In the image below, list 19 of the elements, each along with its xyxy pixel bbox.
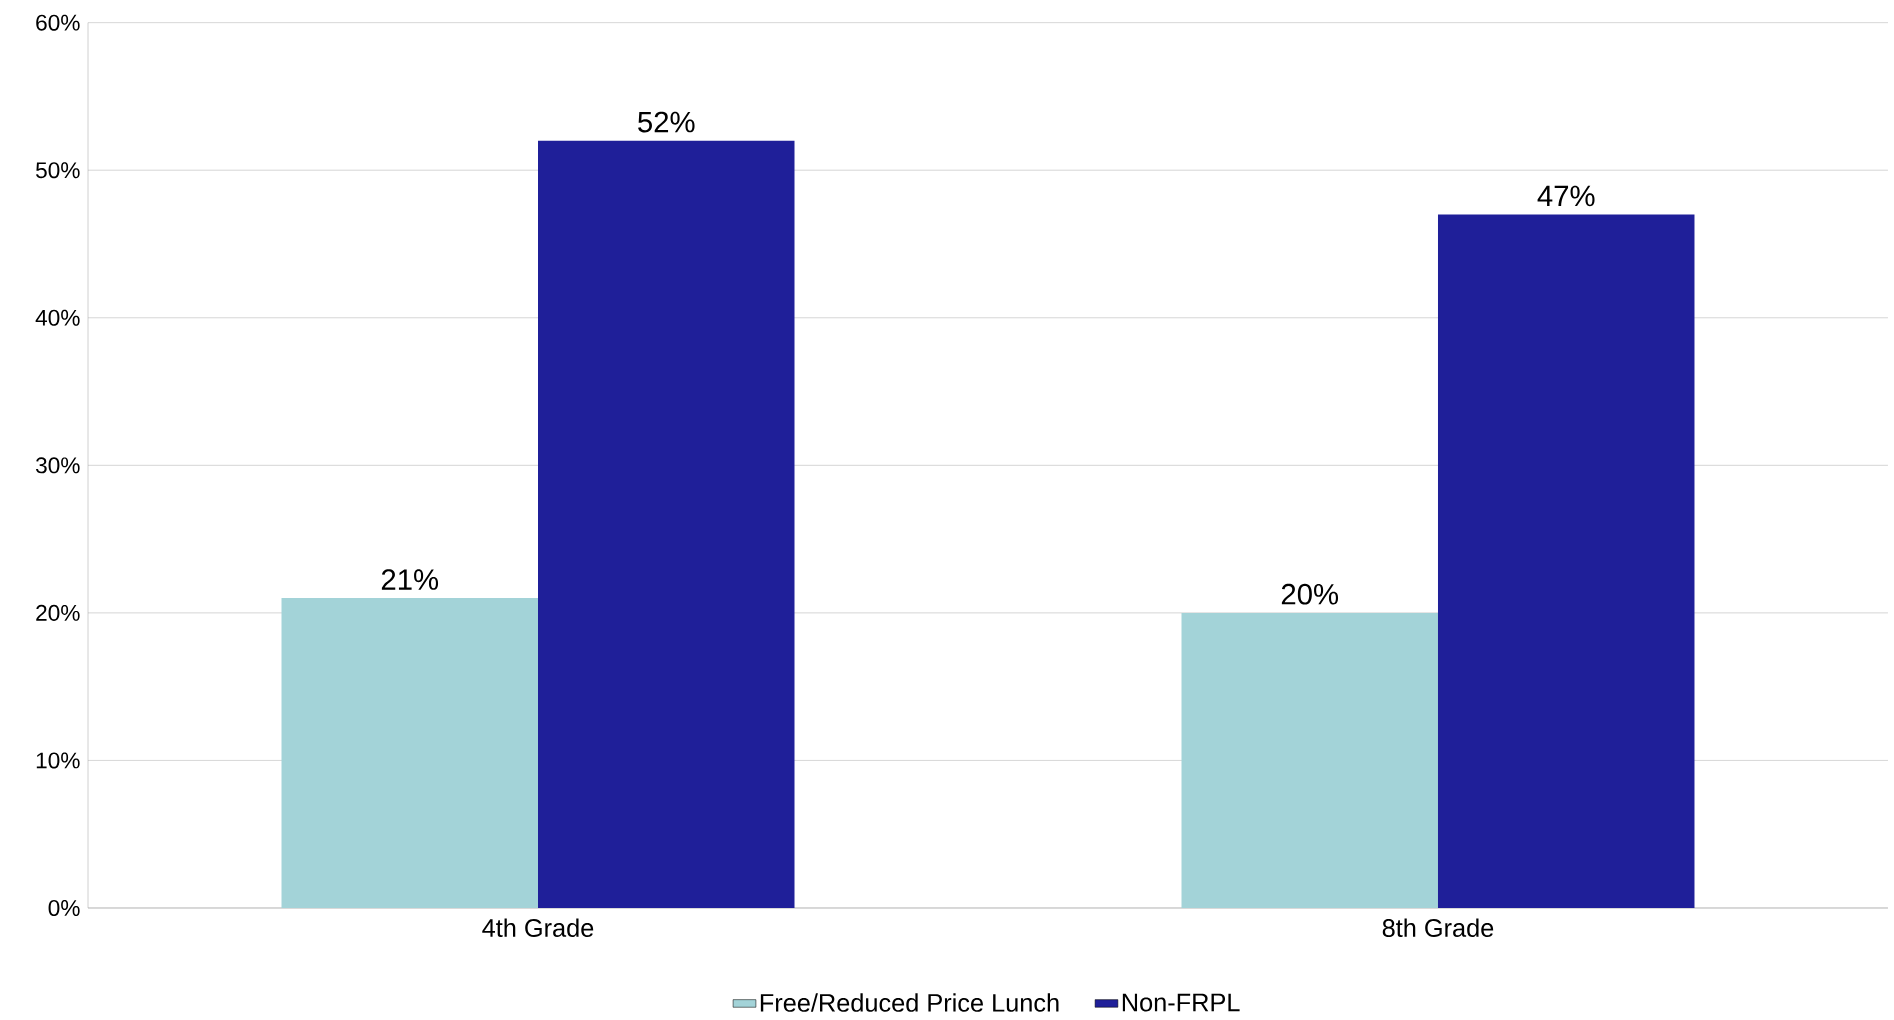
x-tick-label: 8th Grade [1382,918,1494,937]
bar [1181,612,1438,908]
legend-label: Non-FRPL [1122,993,1240,1012]
bar [538,140,795,908]
y-tick-label: 60% [36,14,80,31]
data-label: 47% [1537,185,1595,207]
bar [281,598,539,908]
y-tick-label: 30% [35,457,80,474]
x-tick-label: 4th Grade [482,918,594,937]
y-tick-label: 20% [36,604,80,621]
data-label: 52% [638,111,695,133]
bar [1437,214,1695,908]
data-label: 21% [381,569,439,590]
data-label: 20% [1281,583,1339,605]
y-tick-label: 40% [35,309,80,326]
legend-label: Free/Reduced Price Lunch [760,993,1059,1012]
y-tick-label: 50% [35,162,80,179]
y-tick-label: 10% [36,752,80,769]
y-tick-label: 0% [48,899,80,917]
